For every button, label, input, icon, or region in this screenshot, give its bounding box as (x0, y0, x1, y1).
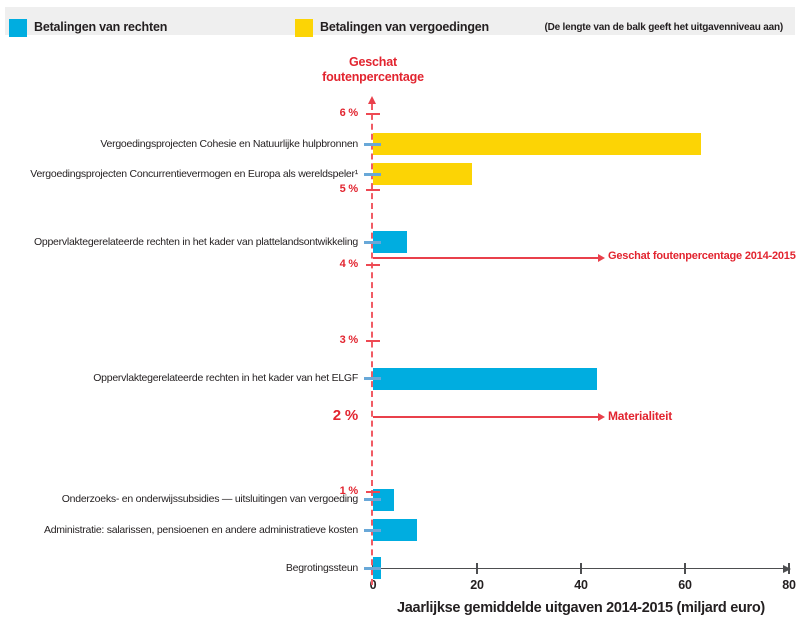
bar-2 (373, 231, 407, 254)
row-tick (364, 566, 381, 570)
y-tick-dash (366, 112, 380, 115)
legend-note: (De lengte van de balk geeft het uitgave… (544, 22, 783, 33)
row-label: Administratie: salarissen, pensioenen en… (43, 523, 358, 536)
y-tick-label: 1 % (339, 485, 359, 498)
row-tick (364, 142, 381, 146)
row-label: Begrotingssteun (285, 561, 358, 574)
x-axis-tick (684, 563, 686, 574)
reference-line-label: Materialiteit (608, 408, 673, 423)
row-label: Vergoedingsprojecten Cohesie en Natuurli… (100, 137, 358, 150)
x-axis-title: Jaarlijkse gemiddelde uitgaven 2014-2015… (397, 600, 765, 616)
bar-0 (373, 133, 701, 156)
x-axis-line (373, 568, 783, 569)
reference-line-1 (373, 416, 598, 418)
row-tick (364, 498, 381, 502)
y-axis-dashed-line (371, 103, 373, 585)
bar-3 (373, 367, 597, 390)
reference-line-arrow-icon (598, 412, 605, 421)
x-axis-tick (476, 563, 478, 574)
legend-label-vergoedingen: Betalingen van vergoedingen (320, 20, 489, 34)
y-tick-dash (366, 491, 380, 494)
y-tick-label: 3 % (339, 333, 359, 346)
y-axis-arrow-icon (368, 95, 376, 104)
y-tick-dash (366, 188, 380, 191)
row-tick (364, 377, 381, 381)
bar-4 (373, 488, 394, 511)
legend-swatch-vergoedingen (295, 19, 313, 37)
bar-1 (373, 163, 472, 186)
x-axis-tick-label: 40 (574, 578, 588, 592)
row-label: Oppervlaktegerelateerde rechten in het k… (93, 372, 358, 385)
legend: Betalingen van rechten Betalingen van ve… (5, 7, 795, 37)
row-tick (364, 528, 381, 532)
y-tick-label: 2 % (332, 406, 358, 424)
x-axis-tick-label: 20 (470, 578, 484, 592)
row-tick (364, 172, 381, 176)
y-tick-label: 6 % (339, 106, 359, 119)
x-axis-tick (580, 563, 582, 574)
row-label: Vergoedingsprojecten Concurrentievermoge… (30, 167, 358, 180)
reference-line-arrow-icon (598, 253, 605, 262)
row-label: Onderzoeks- en onderwijssubsidies — uits… (61, 493, 359, 506)
row-tick (364, 240, 381, 244)
y-tick-label: 5 % (339, 182, 359, 195)
row-label: Oppervlaktegerelateerde rechten in het k… (33, 235, 358, 248)
x-axis-tick (788, 563, 790, 574)
y-axis-title: Geschat foutenpercentage (322, 55, 424, 84)
reference-line-label: Geschat foutenpercentage 2014-2015 (608, 249, 796, 262)
x-axis-tick-label: 0 (369, 578, 377, 592)
x-axis-arrow-icon (783, 564, 791, 573)
y-tick-dash (366, 264, 380, 267)
bar-5 (373, 519, 418, 542)
x-axis-tick-label: 80 (782, 578, 796, 592)
legend-label-rechten: Betalingen van rechten (34, 20, 168, 34)
y-tick-dash (366, 339, 380, 342)
y-tick-label: 4 % (339, 258, 359, 271)
reference-line-0 (373, 257, 598, 259)
legend-swatch-rechten (9, 19, 27, 37)
x-axis-tick-label: 60 (678, 578, 692, 592)
